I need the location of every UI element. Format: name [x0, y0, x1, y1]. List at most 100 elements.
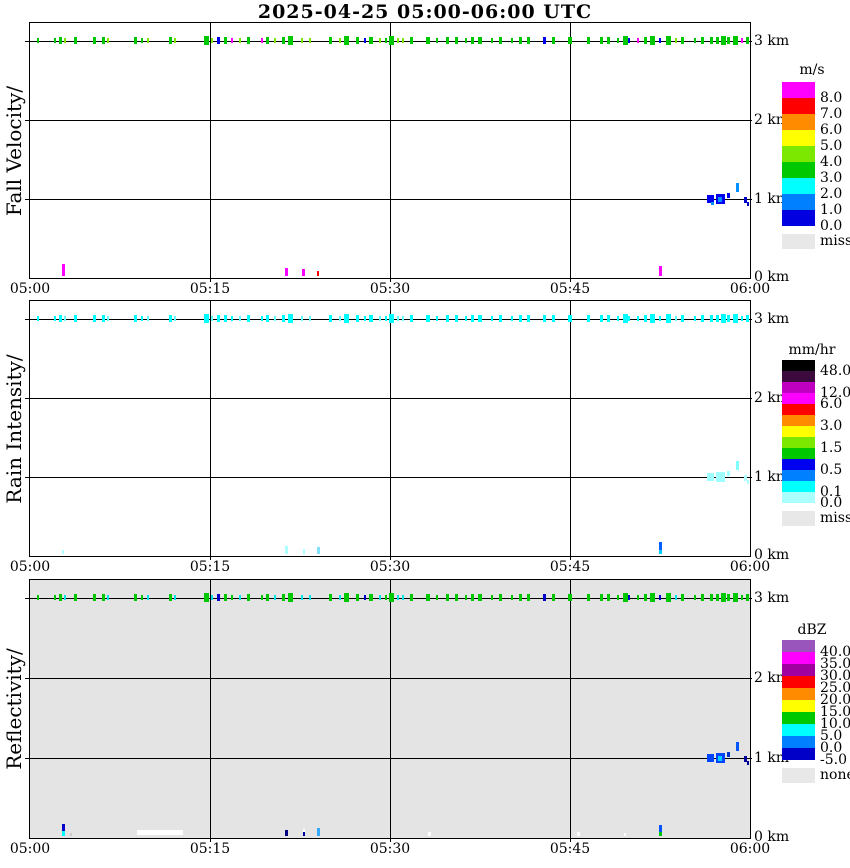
legend-band: [782, 652, 815, 664]
data-mark-3km: [107, 595, 109, 600]
gridline-v-0545: [570, 580, 571, 842]
data-mark-3km: [436, 38, 438, 43]
legend-band: [782, 448, 815, 459]
data-mark-3km: [385, 38, 387, 43]
legend-value-label: 1.5: [820, 440, 843, 456]
height-tick-label: 1 km: [754, 191, 790, 207]
data-mark-3km: [519, 594, 522, 601]
data-mark-3km: [274, 595, 276, 600]
data-mark-3km: [37, 38, 39, 43]
height-tick-label: 0 km: [754, 547, 790, 563]
height-tick-label: 0 km: [754, 269, 790, 285]
gridline-v-0530: [390, 23, 391, 282]
data-mark-3km: [288, 314, 293, 323]
data-mark-3km: [511, 595, 513, 600]
data-mark-3km: [491, 595, 493, 600]
data-mark-0km: [285, 268, 288, 276]
data-mark-3km: [288, 593, 293, 602]
gridline-v-0530: [390, 301, 391, 560]
legend-band: [782, 748, 815, 760]
data-mark-3km: [174, 595, 176, 600]
data-mark-3km: [436, 316, 438, 321]
data-mark-3km: [600, 594, 603, 601]
data-mark-3km: [491, 38, 493, 43]
data-mark-3km: [465, 38, 467, 43]
data-mark-3km: [733, 593, 738, 602]
data-mark-3km: [211, 38, 213, 43]
data-mark-3km: [204, 593, 209, 602]
data-mark-3km: [261, 38, 263, 43]
data-mark-3km: [54, 595, 56, 600]
legend-band: [782, 98, 815, 114]
legend-value-label: 35.0: [820, 656, 850, 672]
panel-axis-label-rain-intensity: Rain Intensity/: [2, 354, 26, 504]
gridline-v-0530: [390, 580, 391, 842]
data-mark-3km: [650, 593, 655, 602]
data-mark-3km: [607, 594, 610, 601]
data-mark-3km: [369, 37, 373, 44]
data-mark-3km: [174, 316, 176, 321]
data-mark-3km: [369, 315, 373, 322]
data-mark-3km: [746, 594, 749, 601]
data-mark-3km: [716, 594, 719, 601]
data-mark-3km: [288, 36, 293, 45]
panel-fall-velocity: [25, 22, 752, 282]
data-mark-3km: [379, 595, 381, 600]
height-tick-label: 2 km: [754, 112, 790, 128]
data-mark-3km: [499, 315, 502, 322]
data-mark-3km: [587, 37, 590, 44]
legend-value-label: 4.0: [820, 154, 843, 170]
height-tick-label: 3 km: [754, 311, 790, 327]
data-mark-3km: [282, 594, 285, 601]
data-mark-0km: [303, 549, 305, 554]
data-mark-3km: [426, 37, 430, 44]
legend-band: [782, 712, 815, 724]
legend-value-label: 7.0: [820, 106, 843, 122]
legend-extra-swatch: [782, 768, 815, 783]
data-mark-3km: [568, 315, 572, 322]
legend-band: [782, 382, 815, 393]
data-mark-3km: [211, 595, 213, 600]
data-mark-3km: [681, 37, 684, 44]
data-mark-3km: [141, 316, 143, 321]
data-mark-3km: [364, 38, 366, 43]
data-mark-3km: [266, 315, 269, 322]
data-mark-3km: [628, 595, 630, 600]
data-mark-3km: [385, 316, 387, 321]
data-mark-3km: [224, 594, 227, 601]
data-mark-3km: [102, 594, 105, 601]
data-mark-3km: [93, 37, 96, 44]
data-mark-3km: [552, 315, 555, 322]
data-mark-3km: [261, 316, 263, 321]
data-mark-0km: [62, 550, 64, 554]
time-tick-label: 05:00: [9, 559, 51, 575]
data-mark-3km: [694, 38, 696, 43]
data-mark-0km: [317, 547, 320, 554]
data-mark-3km: [274, 316, 276, 321]
data-mark-3km: [147, 38, 149, 43]
data-mark-1km-cluster: [744, 756, 747, 762]
legend-band: [782, 470, 815, 481]
legend-value-label: 20.0: [820, 692, 850, 708]
data-mark-3km: [266, 37, 269, 44]
data-mark-3km: [93, 315, 96, 322]
data-mark-3km: [344, 593, 349, 602]
data-mark-3km: [231, 595, 233, 600]
data-mark-3km: [389, 314, 394, 323]
data-mark-3km: [364, 316, 366, 321]
gridline-h-3km: [25, 41, 752, 42]
legend-band: [782, 371, 815, 382]
data-mark-1km-cluster: [744, 475, 747, 481]
panel-reflectivity: [25, 579, 752, 842]
data-mark-3km: [746, 315, 749, 322]
data-mark-3km: [217, 594, 220, 601]
data-mark-3km: [54, 38, 56, 43]
data-mark-0km: [659, 832, 662, 836]
data-mark-3km: [174, 38, 176, 43]
data-mark-3km: [527, 37, 530, 44]
legend-band: [782, 393, 815, 404]
data-mark-3km: [587, 315, 590, 322]
data-mark-3km: [666, 593, 671, 602]
legend-value-label: 30.0: [820, 668, 850, 684]
